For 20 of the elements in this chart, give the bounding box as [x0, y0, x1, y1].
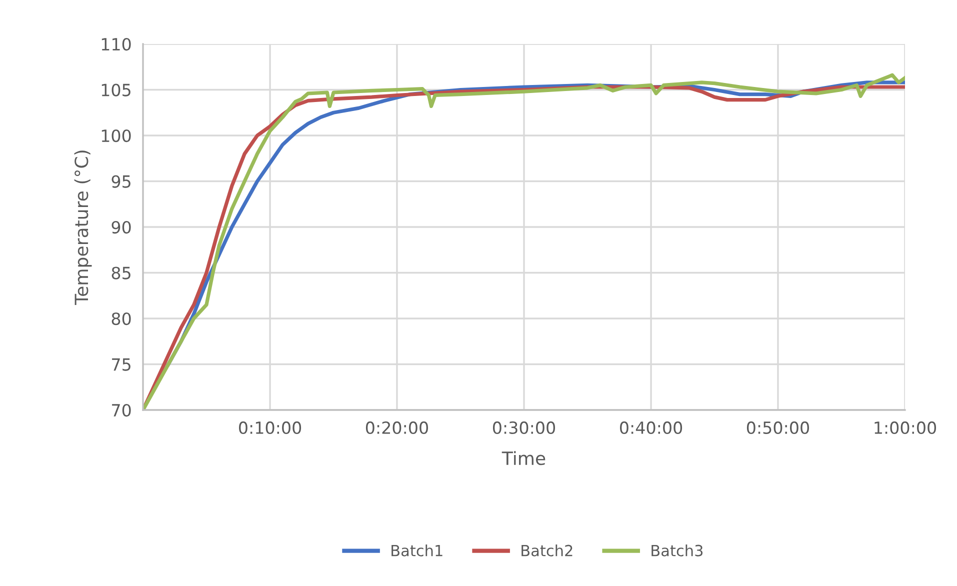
y-tick-label: 75 [112, 358, 130, 371]
legend-label: Batch3 [652, 544, 703, 556]
x-tick-label: 0:50:00 [746, 421, 809, 434]
x-tick-label: 0:10:00 [239, 421, 302, 434]
y-tick-label: 110 [102, 38, 131, 51]
y-tick-label: 85 [112, 266, 130, 280]
x-tick-label: 0:20:00 [366, 421, 428, 434]
x-tick-label: 1:00:00 [874, 421, 936, 434]
y-tick-label: 95 [112, 175, 130, 188]
y-tick-label: 80 [112, 312, 131, 326]
y-tick-label: 70 [112, 404, 131, 417]
y-tick-label: 100 [102, 129, 131, 142]
y-tick-label: 105 [102, 84, 130, 96]
x-tick-label: 0:40:00 [620, 421, 682, 434]
y-axis-title: Temperature (°C) [74, 150, 92, 305]
x-tick-label: 0:30:00 [492, 421, 556, 434]
y-tick-label: 90 [112, 220, 131, 234]
legend-label: Batch2 [522, 544, 572, 556]
x-axis-title: Time [502, 451, 546, 466]
legend-label: Batch1 [392, 544, 442, 556]
